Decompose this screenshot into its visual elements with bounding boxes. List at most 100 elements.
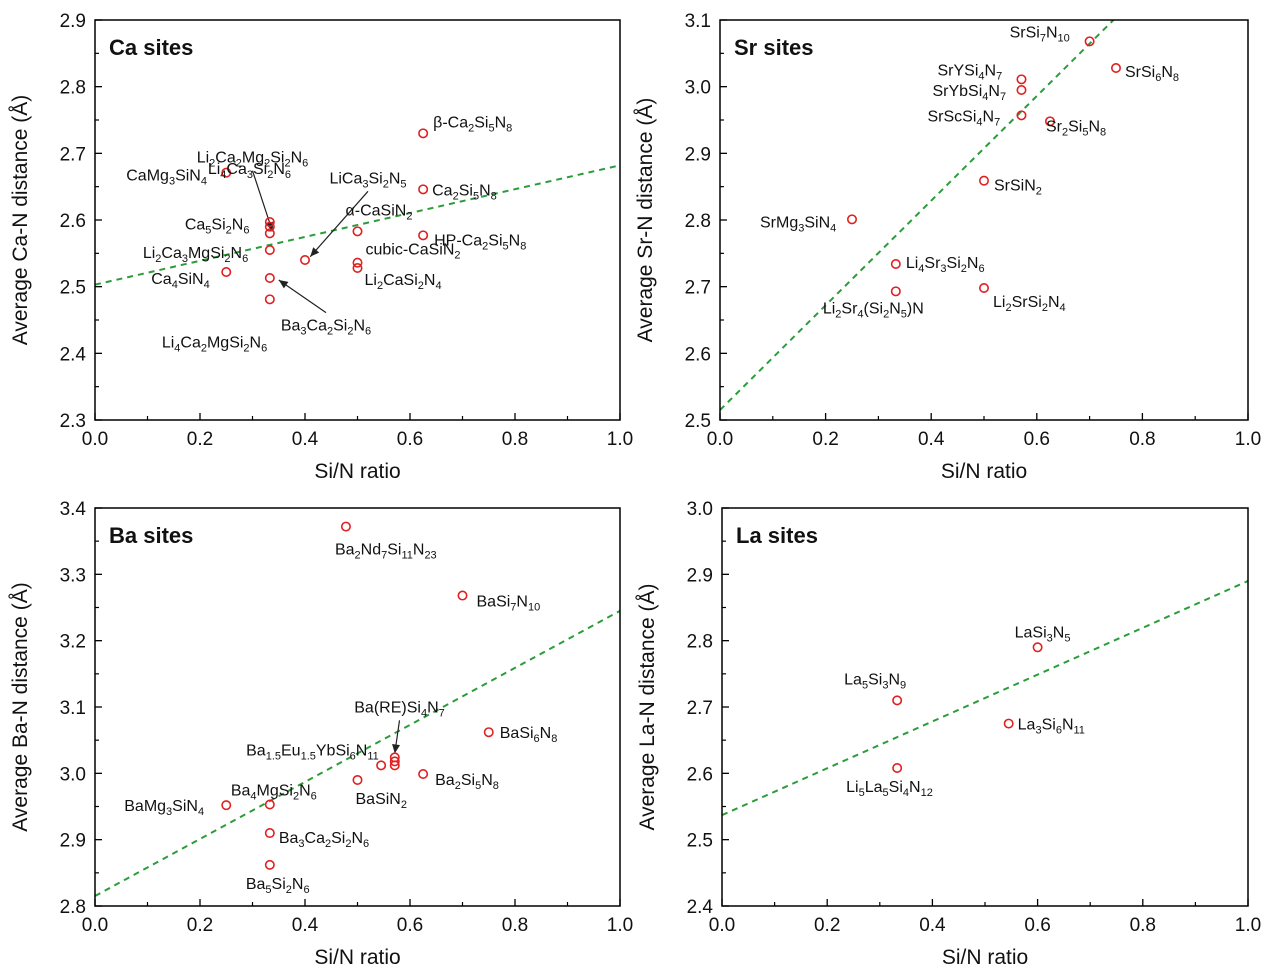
point-label: Li2​Ca3​MgSi2​N6​: [143, 245, 248, 265]
x-axis-label: Si/N ratio: [314, 460, 400, 483]
x-tick-label: 0.6: [1024, 429, 1050, 450]
x-tick-label: 0.8: [1129, 429, 1155, 450]
data-point: [352, 262, 363, 273]
annotation-arrow: [278, 279, 327, 314]
y-tick-label: 2.9: [687, 565, 713, 586]
y-tick-label: 3.0: [687, 499, 713, 520]
y-tick-label: 2.5: [60, 278, 86, 299]
point-label: Li4​Ca3​Si2​N6​: [208, 161, 291, 181]
x-tick-label: 0.4: [292, 915, 319, 936]
point-label: α-CaSiN2​: [346, 202, 413, 222]
x-tick-label: 0.8: [502, 915, 528, 936]
point-label: La3​Si6​N11​: [1018, 717, 1085, 737]
point-label: LaSi3​N5​: [1015, 624, 1071, 644]
y-tick-label: 2.9: [685, 144, 711, 165]
point-label: Li2​Sr4​(Si2​N5​)N: [823, 300, 924, 320]
data-point: [221, 266, 232, 277]
point-label: SrYbSi4​N7​: [932, 83, 1006, 103]
y-tick-label: 3.4: [60, 499, 87, 520]
arrow-head: [310, 247, 320, 257]
trend-line: [95, 164, 620, 286]
data-point: [352, 774, 363, 785]
data-point: [892, 695, 903, 706]
x-tick-label: 0.6: [397, 915, 423, 936]
y-tick-label: 2.6: [60, 211, 86, 232]
point-label: Ca5​Si2​N6​: [185, 216, 250, 236]
x-tick-label: 1.0: [1235, 429, 1261, 450]
data-point: [264, 245, 275, 256]
point-label: HP-Ca2​Si5​N8​: [434, 232, 526, 252]
point-label: SrSiN2​: [994, 178, 1042, 198]
point-label: BaSi7​N10​: [477, 594, 541, 614]
point-label: BaSiN2​: [356, 791, 407, 811]
x-tick-label: 0.8: [502, 429, 528, 450]
point-label: Ba3​Ca2​Si2​N6​: [279, 830, 369, 850]
y-tick-label: 2.8: [687, 632, 713, 653]
data-point: [264, 294, 275, 305]
plot-frame: [94, 19, 621, 421]
point-label: CaMg3​SiN4​: [126, 168, 207, 188]
x-tick-label: 0.2: [187, 429, 213, 450]
panel-title: Sr sites: [734, 35, 814, 60]
point-label: SrYSi4​N7​: [937, 62, 1002, 82]
data-point: [418, 230, 429, 241]
y-tick-label: 2.7: [685, 278, 711, 299]
y-tick-label: 2.9: [60, 831, 86, 852]
point-label: β-Ca2​Si5​N8​: [433, 114, 512, 134]
point-label: Li4​Sr3​Si2​N6​: [906, 255, 985, 275]
data-point: [299, 255, 310, 266]
data-point: [418, 768, 429, 779]
data-point: [1111, 62, 1122, 73]
y-tick-label: 2.6: [687, 764, 713, 785]
x-axis-label: Si/N ratio: [314, 946, 400, 969]
data-point: [376, 760, 387, 771]
x-tick-label: 0.8: [1130, 915, 1156, 936]
y-axis-label: Average Ca-N distance (Å): [9, 95, 32, 346]
point-label: Li4​Ca2​MgSi2​N6​: [162, 334, 267, 354]
x-tick-label: 0.2: [814, 915, 840, 936]
point-label: Ba5​Si2​N6​: [246, 876, 310, 896]
point-label: cubic-CaSiN2​: [366, 242, 461, 262]
x-tick-label: 0.4: [919, 915, 946, 936]
data-point: [1003, 718, 1014, 729]
data-point: [221, 800, 232, 811]
data-point: [264, 799, 275, 810]
point-label: BaSi6​N8​: [500, 725, 558, 745]
data-point: [457, 590, 468, 601]
y-tick-label: 2.6: [685, 344, 711, 365]
panel-ca-sites: 0.0 0.2 0.4 0.6 0.8 1.0 2.3 2.4 2.5 2.6 2.7 2.8 2.9 S…: [9, 11, 633, 483]
x-tick-label: 0.6: [1024, 915, 1050, 936]
data-point: [1016, 110, 1027, 121]
data-point: [418, 184, 429, 195]
data-point: [978, 175, 989, 186]
x-tick-label: 0.4: [918, 429, 945, 450]
y-tick-label: 2.8: [60, 78, 86, 99]
data-point: [1084, 36, 1095, 47]
point-label: SrScSi4​N7​: [927, 108, 1000, 128]
data-point: [264, 859, 275, 870]
x-axis-label: Si/N ratio: [941, 460, 1027, 483]
x-tick-label: 0.0: [82, 915, 108, 936]
point-label: Ca2​Si5​N8​: [432, 182, 497, 202]
point-label: SrMg3​SiN4​: [760, 214, 836, 234]
y-tick-label: 2.9: [60, 11, 86, 32]
panel-title: Ba sites: [109, 523, 193, 548]
data-point: [264, 828, 275, 839]
data-point: [264, 272, 275, 283]
data-point: [389, 756, 400, 767]
data-point: [846, 214, 857, 225]
data-point: [890, 286, 901, 297]
data-point: [221, 167, 232, 178]
x-tick-label: 0.0: [82, 429, 108, 450]
y-tick-label: 3.3: [60, 565, 86, 586]
point-label: Sr2​Si5​N8​: [1046, 118, 1106, 138]
annotation-arrow: [309, 190, 369, 258]
data-point: [389, 760, 400, 771]
x-tick-label: 0.6: [397, 429, 423, 450]
x-tick-label: 0.0: [707, 429, 733, 450]
point-label: SrSi7​N10​: [1010, 24, 1070, 44]
y-tick-label: 3.1: [60, 698, 86, 719]
trend-line: [722, 580, 1248, 817]
data-point: [1016, 74, 1027, 85]
point-label: SrSi6​N8​: [1125, 64, 1179, 84]
